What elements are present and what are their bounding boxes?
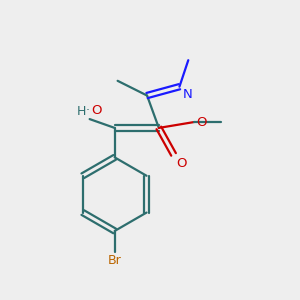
Text: O: O	[176, 158, 187, 170]
Text: ·: ·	[85, 104, 89, 117]
Text: O: O	[196, 116, 207, 128]
Text: O: O	[91, 104, 102, 117]
Text: Br: Br	[108, 254, 122, 267]
Text: N: N	[182, 88, 192, 101]
Text: H: H	[77, 105, 86, 118]
